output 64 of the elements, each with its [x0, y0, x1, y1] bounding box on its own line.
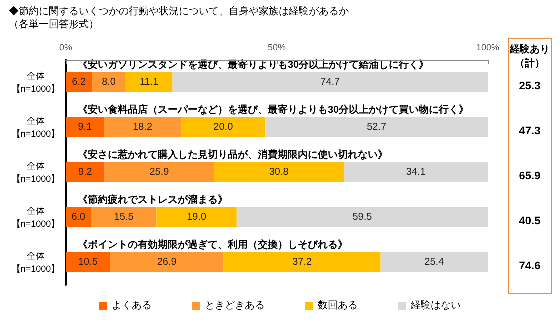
data-label: 59.5 — [352, 212, 373, 223]
annotation: 《ポイントの有効期限が過ぎて、利用（交換）しそびれる》 — [78, 239, 348, 251]
text: 25.3 — [519, 80, 541, 92]
data-label: 6.2 — [72, 77, 86, 88]
text: 40.5 — [519, 216, 541, 228]
bar — [66, 72, 92, 92]
y-tick-label: 全体【n=1000】 — [12, 251, 60, 274]
bar — [156, 208, 237, 228]
bar — [91, 208, 157, 228]
bar — [126, 72, 173, 92]
bar — [66, 162, 105, 182]
bar — [92, 72, 126, 92]
bar — [104, 118, 182, 138]
x-tick-label: 100% — [476, 42, 500, 52]
legend-label: 経験はない — [410, 300, 461, 312]
data-label: 10.5 — [78, 257, 98, 268]
bar — [110, 252, 224, 272]
y-tick-label: 全体【n=1000】 — [12, 206, 60, 229]
bar — [214, 162, 344, 182]
bar — [380, 252, 488, 272]
data-label: 25.4 — [424, 257, 445, 268]
bar — [66, 252, 110, 272]
text: 65.9 — [519, 170, 541, 182]
annotation: 《節約疲れでストレスが溜まる》 — [78, 194, 228, 206]
data-label: 52.7 — [367, 122, 387, 133]
y-tick-label: 全体【n=1000】 — [12, 71, 60, 94]
legend-label: ときどきある — [205, 300, 265, 312]
chart-title: ◆節約に関するいくつかの行動や状況について、自身や家族は経験があるか — [9, 6, 349, 18]
bar — [66, 118, 104, 138]
text: 経験あり（計） — [509, 44, 550, 70]
x-tick-label: 50% — [268, 42, 286, 52]
annotation: 《安い食料品店（スーパーなど）を選び、最寄りよりも30分以上かけて買い物に行く》 — [78, 104, 470, 116]
y-tick-label: 全体【n=1000】 — [12, 161, 60, 184]
data-label: 74.7 — [320, 77, 341, 88]
data-label: 8.0 — [102, 77, 116, 88]
data-label: 30.8 — [269, 167, 290, 178]
y-tick-label: 全体【n=1000】 — [12, 116, 60, 139]
bar — [224, 252, 381, 272]
bar — [266, 118, 488, 138]
data-label: 37.2 — [292, 257, 312, 268]
data-label: 18.2 — [133, 122, 153, 133]
bar — [181, 118, 266, 138]
data-label: 25.9 — [150, 167, 170, 178]
data-label: 9.2 — [78, 167, 93, 178]
chart-subtitle: （各単一回答形式） — [9, 18, 99, 30]
bar — [344, 162, 488, 182]
data-label: 11.1 — [140, 77, 160, 88]
bar — [236, 208, 488, 228]
data-label: 20.0 — [214, 122, 234, 133]
bar — [66, 208, 92, 228]
annotation: 《安さに惹かれて購入した見切り品が、消費期限内に使い切れない》 — [78, 149, 388, 161]
data-label: 34.1 — [406, 167, 426, 178]
data-label: 19.0 — [187, 212, 207, 223]
data-label: 26.9 — [157, 257, 178, 268]
legend-label: よくある — [112, 300, 152, 312]
data-label: 9.1 — [78, 122, 93, 133]
text: 47.3 — [519, 126, 541, 138]
legend-label: 数回ある — [318, 300, 358, 312]
bar — [172, 72, 488, 92]
bar — [104, 162, 214, 182]
data-label: 6.0 — [72, 212, 86, 223]
x-tick-label: 0% — [59, 42, 73, 52]
data-label: 15.5 — [114, 212, 134, 223]
text: 74.6 — [519, 260, 541, 272]
